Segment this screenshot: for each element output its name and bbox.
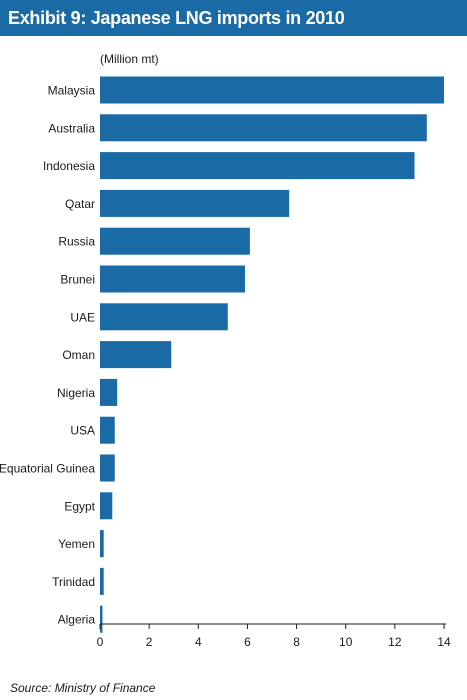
x-tick-label-14: 14 <box>437 635 451 649</box>
x-tick-label-12: 12 <box>388 635 402 649</box>
bar-malaysia <box>100 76 444 104</box>
unit-label: (Million mt) <box>100 52 159 66</box>
bar-oman <box>100 341 172 369</box>
x-tick-label-10: 10 <box>339 635 353 649</box>
category-label-indonesia: Indonesia <box>43 159 95 173</box>
category-label-qatar: Qatar <box>65 197 95 211</box>
category-label-russia: Russia <box>58 235 95 249</box>
bar-russia <box>100 227 250 255</box>
bar-equatorial-guinea <box>100 454 115 482</box>
category-label-australia: Australia <box>48 121 95 135</box>
category-label-malaysia: Malaysia <box>48 84 96 98</box>
bar-brunei <box>100 265 245 293</box>
x-tick-label-8: 8 <box>293 635 300 649</box>
bar-nigeria <box>100 378 118 406</box>
category-label-yemen: Yemen <box>58 537 95 551</box>
bar-yemen <box>100 530 104 558</box>
category-label-egypt: Egypt <box>64 499 95 513</box>
bar-chart: (Million mt) Malaysia Australia Indonesia Q… <box>0 52 451 649</box>
source-note: Source: Ministry of Finance <box>10 681 156 695</box>
x-tick-label-4: 4 <box>195 635 202 649</box>
bars-group <box>100 76 444 633</box>
x-tick-label-6: 6 <box>244 635 251 649</box>
category-label-equatorial-guinea: Equatorial Guinea <box>0 462 95 476</box>
category-label-usa: USA <box>70 424 95 438</box>
x-tick-label-0: 0 <box>97 635 104 649</box>
category-label-nigeria: Nigeria <box>57 386 95 400</box>
bar-australia <box>100 114 427 142</box>
x-axis: 0 2 4 6 8 10 12 14 <box>97 623 451 649</box>
category-label-algeria: Algeria <box>58 613 96 627</box>
category-labels-group: Malaysia Australia Indonesia Qatar Russia Bru… <box>0 84 96 627</box>
category-label-trinidad: Trinidad <box>52 575 95 589</box>
x-tick-label-2: 2 <box>146 635 153 649</box>
bar-egypt <box>100 492 113 520</box>
category-label-brunei: Brunei <box>60 273 95 287</box>
category-label-oman: Oman <box>62 348 95 362</box>
bar-qatar <box>100 189 290 217</box>
bar-uae <box>100 303 228 331</box>
bar-indonesia <box>100 152 415 180</box>
bar-usa <box>100 416 115 444</box>
page-title: Exhibit 9: Japanese LNG imports in 2010 <box>0 0 467 36</box>
category-label-uae: UAE <box>70 310 95 324</box>
bar-trinidad <box>100 567 104 595</box>
bar-algeria <box>100 605 103 633</box>
